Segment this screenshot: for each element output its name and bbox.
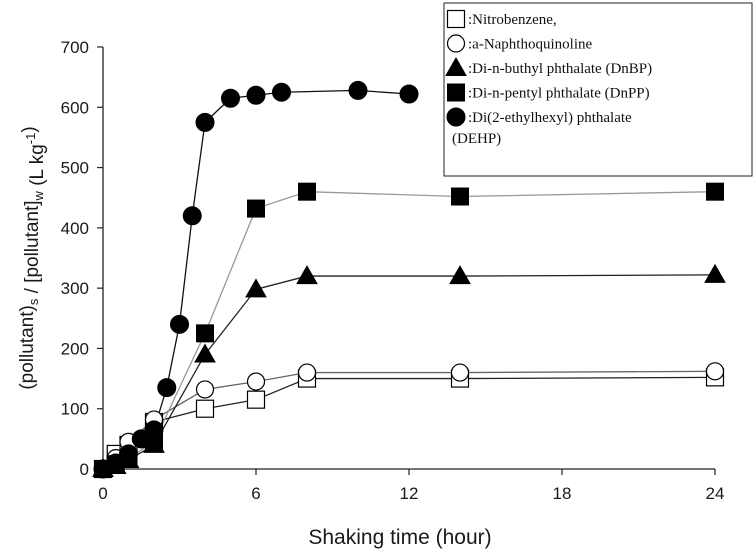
series-line-di-n-pentyl-phthalate-dnpp — [102, 191, 716, 470]
legend-marker-nitrobenzene — [446, 9, 466, 29]
data-point-di-n-pentyl-phthalate-dnpp — [298, 182, 316, 201]
legend-label-di-n-buthyl-phthalate-dnbp: :Di-n-buthyl phthalate (DnBP) — [468, 61, 652, 77]
data-point-a-naphthoquinoline — [246, 372, 266, 391]
data-point-di-n-buthyl-phthalate-dnbp — [296, 265, 318, 285]
data-point-a-naphthoquinoline — [195, 380, 215, 399]
data-point-di-2-ethylhexyl-phthalate-dehp — [399, 84, 419, 104]
legend-marker-a-naphthoquinoline — [446, 34, 466, 53]
y-tick-label: 700 — [61, 38, 89, 57]
y-tick-label: 400 — [61, 219, 89, 238]
data-point-di-n-buthyl-phthalate-dnbp — [449, 265, 471, 285]
data-point-di-2-ethylhexyl-phthalate-dehp — [348, 80, 368, 100]
x-tick-label: 18 — [553, 484, 572, 503]
y-tick-label: 100 — [61, 400, 89, 419]
data-point-di-2-ethylhexyl-phthalate-dehp — [195, 112, 215, 132]
y-tick-label: 500 — [61, 159, 89, 178]
legend: :Nitrobenzene, :a-Naphthoquinoline :Di-n-b… — [443, 2, 753, 177]
legend-marker-di-n-buthyl-phthalate-dnbp — [445, 56, 467, 76]
x-tick-label: 12 — [400, 484, 419, 503]
data-point-di-2-ethylhexyl-phthalate-dehp — [170, 314, 189, 334]
x-tick-label: 0 — [98, 484, 107, 503]
data-point-di-2-ethylhexyl-phthalate-dehp — [221, 88, 240, 108]
data-point-a-naphthoquinoline — [705, 362, 725, 381]
data-point-nitrobenzene — [195, 399, 215, 418]
data-point-nitrobenzene — [246, 390, 266, 409]
y-axis-title: (pollutant)s / [pollutant]w (L kg-1) — [17, 126, 48, 389]
legend-label-di-2-ethylhexyl-phthalate-dehp: :Di(2-ethylhexyl) phthalate — [468, 110, 632, 126]
data-point-a-naphthoquinoline — [297, 363, 317, 382]
legend-label-a-naphthoquinoline: :a-Naphthoquinoline — [468, 37, 592, 53]
data-point-di-n-pentyl-phthalate-dnpp — [706, 182, 724, 201]
y-tick-label: 600 — [61, 98, 89, 117]
series-line-nitrobenzene — [102, 376, 716, 470]
legend-label-nitrobenzene: :Nitrobenzene, — [468, 12, 557, 28]
legend-marker-di-n-pentyl-phthalate-dnpp — [447, 83, 465, 102]
x-tick-label: 6 — [251, 484, 260, 503]
data-point-di-n-pentyl-phthalate-dnpp — [196, 324, 214, 343]
x-axis-title: Shaking time (hour) — [308, 526, 491, 549]
data-point-di-2-ethylhexyl-phthalate-dehp — [119, 444, 138, 464]
y-tick-label: 0 — [80, 460, 89, 479]
series-line-a-naphthoquinoline — [102, 370, 716, 470]
legend-marker-di-2-ethylhexyl-phthalate-dehp — [446, 107, 466, 127]
y-tick-label: 200 — [61, 339, 89, 358]
legend-label-di-n-pentyl-phthalate-dnpp: :Di-n-pentyl phthalate (DnPP) — [468, 86, 650, 102]
data-point-di-n-pentyl-phthalate-dnpp — [451, 187, 469, 206]
data-point-di-n-buthyl-phthalate-dnbp — [194, 343, 216, 363]
data-point-di-n-buthyl-phthalate-dnbp — [704, 263, 726, 283]
legend-label-di-2-ethylhexyl-phthalate-dehp: (DEHP) — [452, 131, 501, 147]
data-point-di-2-ethylhexyl-phthalate-dehp — [272, 82, 291, 102]
data-point-di-2-ethylhexyl-phthalate-dehp — [144, 420, 164, 440]
y-tick-label: 300 — [61, 279, 89, 298]
data-point-a-naphthoquinoline — [450, 363, 470, 382]
series-markers — [92, 80, 726, 479]
data-point-di-2-ethylhexyl-phthalate-dehp — [246, 85, 266, 105]
data-point-di-2-ethylhexyl-phthalate-dehp — [182, 206, 202, 226]
ticks: 0 100 200 300 400 500 600 700 0 6 12 18 24 — [61, 38, 725, 503]
legend-box — [443, 2, 753, 177]
data-point-di-2-ethylhexyl-phthalate-dehp — [157, 378, 177, 398]
data-point-di-n-buthyl-phthalate-dnbp — [245, 278, 267, 298]
data-point-di-n-pentyl-phthalate-dnpp — [247, 199, 265, 218]
x-tick-label: 24 — [706, 484, 725, 503]
